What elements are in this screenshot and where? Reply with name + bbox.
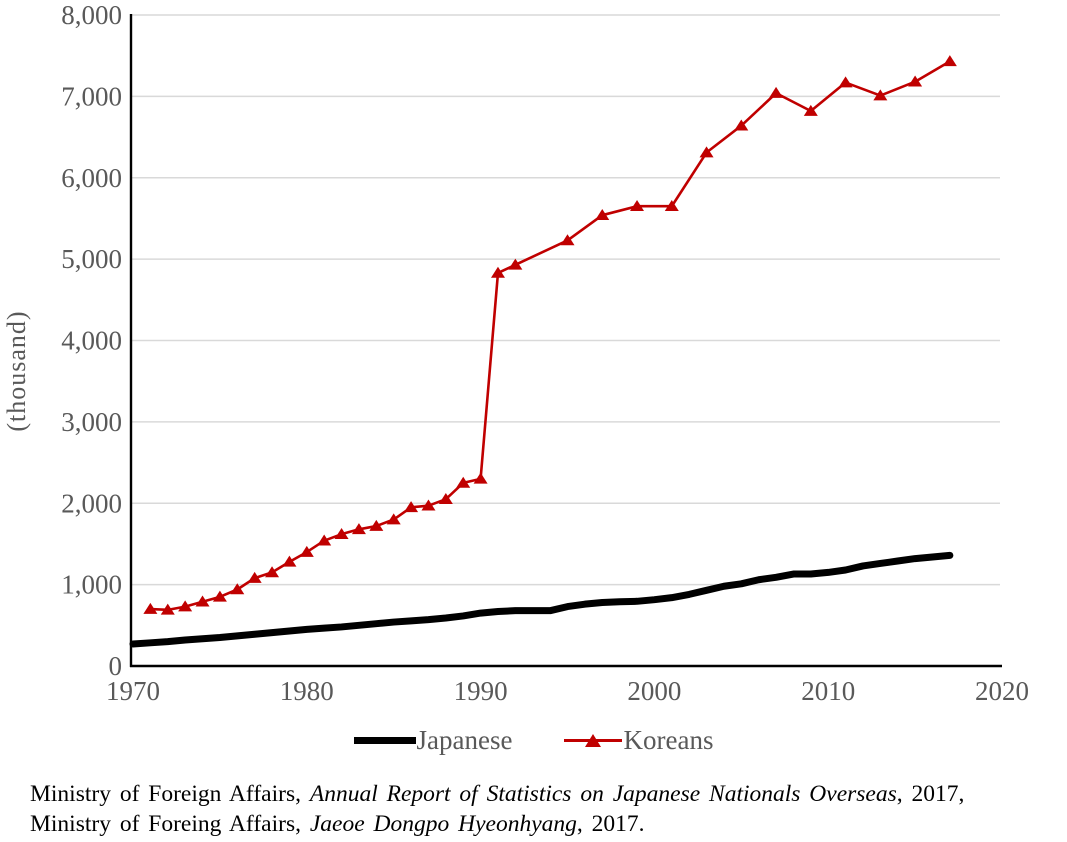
x-tick-label: 1970 [106, 676, 160, 706]
triangle-marker-icon [630, 200, 645, 212]
legend-item-japanese: Japanese [353, 725, 513, 756]
y-tick-label: 4,000 [61, 326, 122, 356]
y-tick-label: 0 [109, 651, 123, 681]
triangle-marker-icon [585, 733, 602, 747]
y-tick-label: 5,000 [61, 244, 122, 274]
triangle-marker-icon [734, 119, 749, 131]
triangle-marker-icon [404, 501, 419, 513]
triangle-marker-icon [160, 603, 175, 615]
triangle-marker-icon [490, 266, 505, 278]
triangle-marker-icon [421, 499, 436, 511]
legend: Japanese Koreans [0, 725, 1067, 756]
x-tick-label: 2010 [801, 676, 855, 706]
x-tick-label: 2000 [627, 676, 681, 706]
triangle-marker-icon [908, 75, 923, 87]
y-tick-label: 7,000 [61, 81, 122, 111]
japanese-series-line [129, 551, 954, 648]
legend-label-koreans: Koreans [623, 725, 714, 755]
triangle-marker-icon [247, 571, 262, 583]
line-chart-svg: 0 1,000 2,000 3,000 4,000 5,000 6,000 7,000 8,00… [61, 0, 1029, 706]
triangle-marker-icon [265, 566, 280, 578]
triangle-marker-icon [560, 234, 575, 246]
triangle-marker-icon [178, 600, 193, 612]
koreans-line-swatch [564, 733, 623, 749]
legend-label-japanese: Japanese [416, 725, 513, 755]
triangle-marker-icon [456, 476, 471, 488]
triangle-marker-icon [351, 523, 366, 535]
plot-area: 0 1,000 2,000 3,000 4,000 5,000 6,000 7,000 8,00… [61, 0, 1029, 706]
x-tick-labels: 1970 1980 1990 2000 2010 2020 [106, 676, 1029, 706]
caption-line-2: Ministry of Foreing Affairs, Jaeoe Dongp… [30, 811, 645, 837]
caption-title-korean-report: Jaeoe Dongpo Hyeonhyang [309, 811, 577, 837]
triangle-marker-icon [282, 555, 297, 567]
y-tick-label: 6,000 [61, 163, 122, 193]
y-tick-label: 3,000 [61, 407, 122, 437]
y-tick-label: 1,000 [61, 570, 122, 600]
koreans-series-line [149, 60, 952, 612]
y-tick-label: 8,000 [61, 0, 122, 30]
triangle-marker-icon [143, 602, 158, 614]
triangle-marker-icon [664, 200, 679, 212]
triangle-marker-icon [386, 513, 401, 525]
triangle-marker-icon [230, 583, 245, 595]
triangle-marker-icon [334, 527, 349, 539]
triangle-marker-icon [508, 258, 523, 270]
triangle-marker-icon [369, 519, 384, 531]
triangle-marker-icon [212, 590, 227, 602]
triangle-marker-icon [942, 55, 957, 67]
legend-item-koreans: Koreans [564, 725, 713, 756]
gridlines [131, 14, 1000, 586]
triangle-marker-icon [699, 146, 714, 158]
triangle-marker-icon [803, 104, 818, 116]
triangle-marker-icon [769, 86, 784, 98]
y-tick-label: 2,000 [61, 488, 122, 518]
caption-title-japanese-report: Annual Report of Statistics on Japanese … [309, 781, 897, 807]
japanese-line-swatch [353, 737, 416, 744]
caption-line-1: Ministry of Foreign Affairs, Annual Repo… [30, 781, 965, 807]
y-axis-label: (thousand) [2, 310, 31, 432]
triangle-marker-icon [299, 545, 314, 557]
x-tick-label: 2020 [975, 676, 1029, 706]
source-caption: Ministry of Foreign Affairs, Annual Repo… [30, 779, 1060, 839]
triangle-marker-icon [317, 534, 332, 546]
triangle-marker-icon [195, 595, 210, 607]
x-tick-label: 1990 [454, 676, 508, 706]
japanese-series [129, 551, 954, 648]
y-tick-labels: 0 1,000 2,000 3,000 4,000 5,000 6,000 7,000 8,00… [61, 0, 122, 681]
triangle-marker-icon [438, 492, 453, 504]
x-tick-label: 1980 [280, 676, 334, 706]
triangle-marker-icon [473, 472, 488, 484]
triangle-marker-icon [873, 89, 888, 101]
koreans-series [143, 55, 957, 615]
triangle-marker-icon [595, 208, 610, 220]
triangle-marker-icon [838, 76, 853, 88]
